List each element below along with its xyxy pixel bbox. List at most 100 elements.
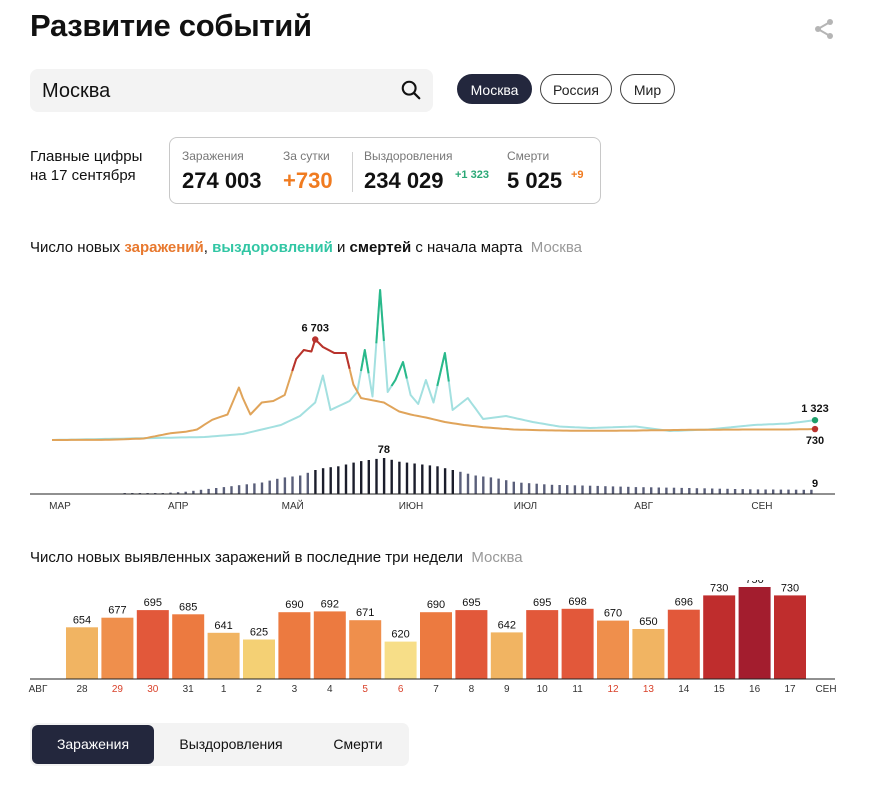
- deaths-label: Смерти: [507, 149, 550, 163]
- bar: [597, 620, 629, 679]
- deaths-bar: [306, 472, 309, 494]
- deaths-bar: [375, 458, 378, 494]
- deaths-bar: [596, 485, 599, 494]
- bar-value-label: 620: [391, 629, 409, 641]
- infections-value: 274 003: [182, 168, 262, 193]
- deaths-bar: [169, 492, 172, 494]
- tab-recoveries[interactable]: Выздоровления: [179, 736, 283, 752]
- bar-value-label: 750: [745, 580, 763, 586]
- bar: [243, 639, 275, 679]
- chart2-day-label: 31: [183, 684, 195, 695]
- deaths-bar: [390, 459, 393, 494]
- chart1-heading-source: Москва: [530, 239, 582, 256]
- bar-value-label: 730: [710, 582, 728, 594]
- recoveries-peak-segment: [360, 289, 450, 387]
- chart1-month-label: МАЙ: [282, 499, 304, 512]
- bar-value-label: 690: [427, 599, 445, 611]
- deaths-bar: [497, 478, 500, 494]
- deaths-bar: [558, 485, 561, 494]
- deaths-bar: [741, 489, 744, 494]
- stats-divider: [352, 152, 353, 192]
- deaths-bar: [627, 486, 630, 494]
- infections-last-label: 730: [806, 435, 824, 447]
- deaths-bar: [642, 487, 645, 494]
- bar: [136, 610, 169, 679]
- deaths-bar: [352, 462, 355, 494]
- recoveries-value: 234 029: [364, 168, 444, 193]
- deaths-bar: [398, 461, 401, 494]
- deaths-bar: [482, 476, 485, 494]
- chart2-day-label: 3: [292, 684, 298, 695]
- chart2-day-label: 1: [221, 684, 227, 695]
- deaths-bar: [688, 488, 691, 494]
- chart2-month-start-label: АВГ: [29, 684, 48, 695]
- infections-peak-point: [312, 336, 319, 343]
- deaths-peak-label: 78: [378, 444, 390, 456]
- bar: [172, 614, 205, 679]
- infections-peak-segment: [291, 338, 351, 372]
- bar: [455, 610, 488, 679]
- deaths-bar: [329, 467, 332, 494]
- infections-label: Заражения: [182, 149, 244, 163]
- deaths-bar: [222, 487, 226, 494]
- deaths-bar: [566, 485, 569, 494]
- bar: [349, 620, 382, 679]
- bar-value-label: 670: [604, 608, 622, 620]
- deaths-bar: [382, 458, 386, 494]
- deaths-bar: [207, 488, 210, 494]
- chart1-month-label: АВГ: [634, 501, 653, 512]
- bar-value-label: 692: [321, 598, 339, 610]
- deaths-value: 5 025: [507, 168, 563, 193]
- chart2-day-label: 16: [749, 684, 761, 695]
- deaths-bar: [703, 488, 706, 494]
- chart2-day-label: 28: [76, 684, 88, 695]
- deaths-bar: [535, 483, 538, 494]
- share-icon[interactable]: [812, 17, 836, 41]
- chart2-day-label: 13: [643, 684, 655, 695]
- deaths-bar: [619, 486, 622, 494]
- bar: [667, 609, 700, 679]
- deaths-bar: [367, 460, 370, 494]
- search-input[interactable]: Москва: [30, 69, 433, 112]
- region-chip-world[interactable]: Мир: [620, 74, 675, 104]
- tab-deaths[interactable]: Смерти: [333, 736, 383, 752]
- bar-value-label: 641: [214, 620, 232, 632]
- chart2-day-label: 17: [784, 684, 796, 695]
- chart2-day-label: 11: [572, 684, 583, 695]
- bar-value-label: 671: [356, 607, 374, 619]
- region-chip-russia[interactable]: Россия: [540, 74, 612, 104]
- deaths-bar: [672, 487, 676, 494]
- deaths-bar: [474, 475, 477, 494]
- chart2-day-label: 7: [433, 684, 439, 695]
- infections-last-point: [811, 425, 819, 433]
- deaths-bar: [260, 482, 264, 494]
- region-chip-moscow[interactable]: Москва: [457, 74, 532, 104]
- bar: [526, 610, 559, 679]
- chart1-heading-infections: заражений: [124, 239, 204, 256]
- chart1-heading-recoveries: выздоровлений: [212, 239, 333, 256]
- bar: [66, 627, 98, 679]
- tab-infections[interactable]: Заражения: [32, 725, 154, 764]
- deaths-bar: [581, 485, 584, 494]
- infections-peak-label: 6 703: [301, 322, 329, 334]
- deaths-bar: [276, 478, 279, 494]
- deaths-bar: [604, 486, 607, 494]
- search-icon[interactable]: [400, 79, 422, 101]
- metric-tabs: Заражения Выздоровления Смерти: [30, 723, 409, 766]
- bar: [278, 612, 311, 679]
- bar: [420, 612, 452, 679]
- deaths-bar: [779, 489, 783, 494]
- deaths-bar: [695, 488, 699, 494]
- deaths-delta: +9: [571, 169, 584, 181]
- deaths-bar: [268, 480, 271, 494]
- deaths-bar: [634, 487, 638, 494]
- chart1-heading-deaths: смертей: [349, 239, 412, 256]
- deaths-bar: [665, 487, 668, 494]
- deaths-bar: [215, 488, 218, 494]
- deaths-bar: [680, 487, 683, 494]
- deaths-bar: [253, 483, 256, 494]
- deaths-bar: [550, 484, 554, 494]
- chart2-day-label: 8: [469, 684, 475, 695]
- chart2-day-label: 30: [147, 684, 159, 695]
- deaths-bar: [405, 462, 409, 494]
